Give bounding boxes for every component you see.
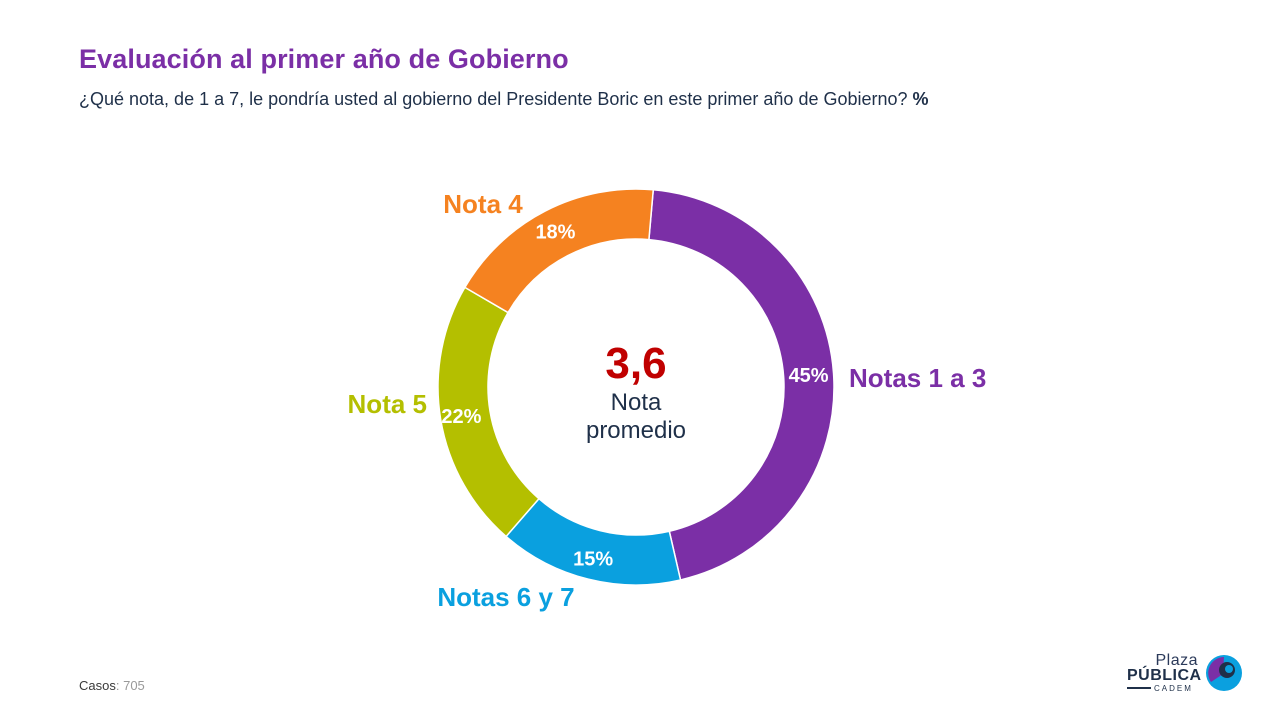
slice-value-notas-1-a-3: 45%	[789, 365, 829, 387]
logo-plaza-text: Plaza	[1155, 652, 1198, 669]
logo-cadem-text: CADEM	[1154, 684, 1193, 693]
subtitle-unit: %	[912, 89, 929, 109]
chart-title: Evaluación al primer año de Gobierno	[79, 44, 569, 74]
slice-label-nota-5: Nota 5	[348, 389, 427, 419]
slice-label-notas-1-a-3: Notas 1 a 3	[849, 363, 986, 393]
slice-value-nota-5: 22%	[441, 406, 481, 428]
slice-notas-6-y-7	[505, 497, 682, 586]
chart-subtitle: ¿Qué nota, de 1 a 7, le pondría usted al…	[79, 89, 929, 110]
logo-swirl-icon	[1206, 655, 1242, 691]
logo-publica-text: PÚBLICA	[1127, 667, 1202, 684]
slice-notas-1-a-3	[648, 188, 835, 581]
sample-size: Casos: 705	[79, 678, 145, 693]
plaza-publica-cadem-logo: Plaza PÚBLICA CADEM	[1124, 650, 1254, 698]
center-label-line2: promedio	[586, 417, 686, 444]
subtitle-question: ¿Qué nota, de 1 a 7, le pondría usted al…	[79, 89, 908, 109]
slice-label-nota-4: Nota 4	[443, 189, 523, 219]
center-label-line1: Nota	[611, 389, 662, 416]
casos-value: : 705	[115, 678, 145, 693]
center-average-value: 3,6	[605, 339, 666, 388]
slice-value-nota-4: 18%	[535, 222, 575, 244]
logo-divider	[1127, 687, 1151, 689]
slice-nota-4	[463, 188, 655, 314]
slice-label-notas-6-y-7: Notas 6 y 7	[437, 582, 574, 612]
casos-label: Casos	[79, 678, 116, 693]
slice-value-notas-6-y-7: 15%	[573, 549, 613, 571]
